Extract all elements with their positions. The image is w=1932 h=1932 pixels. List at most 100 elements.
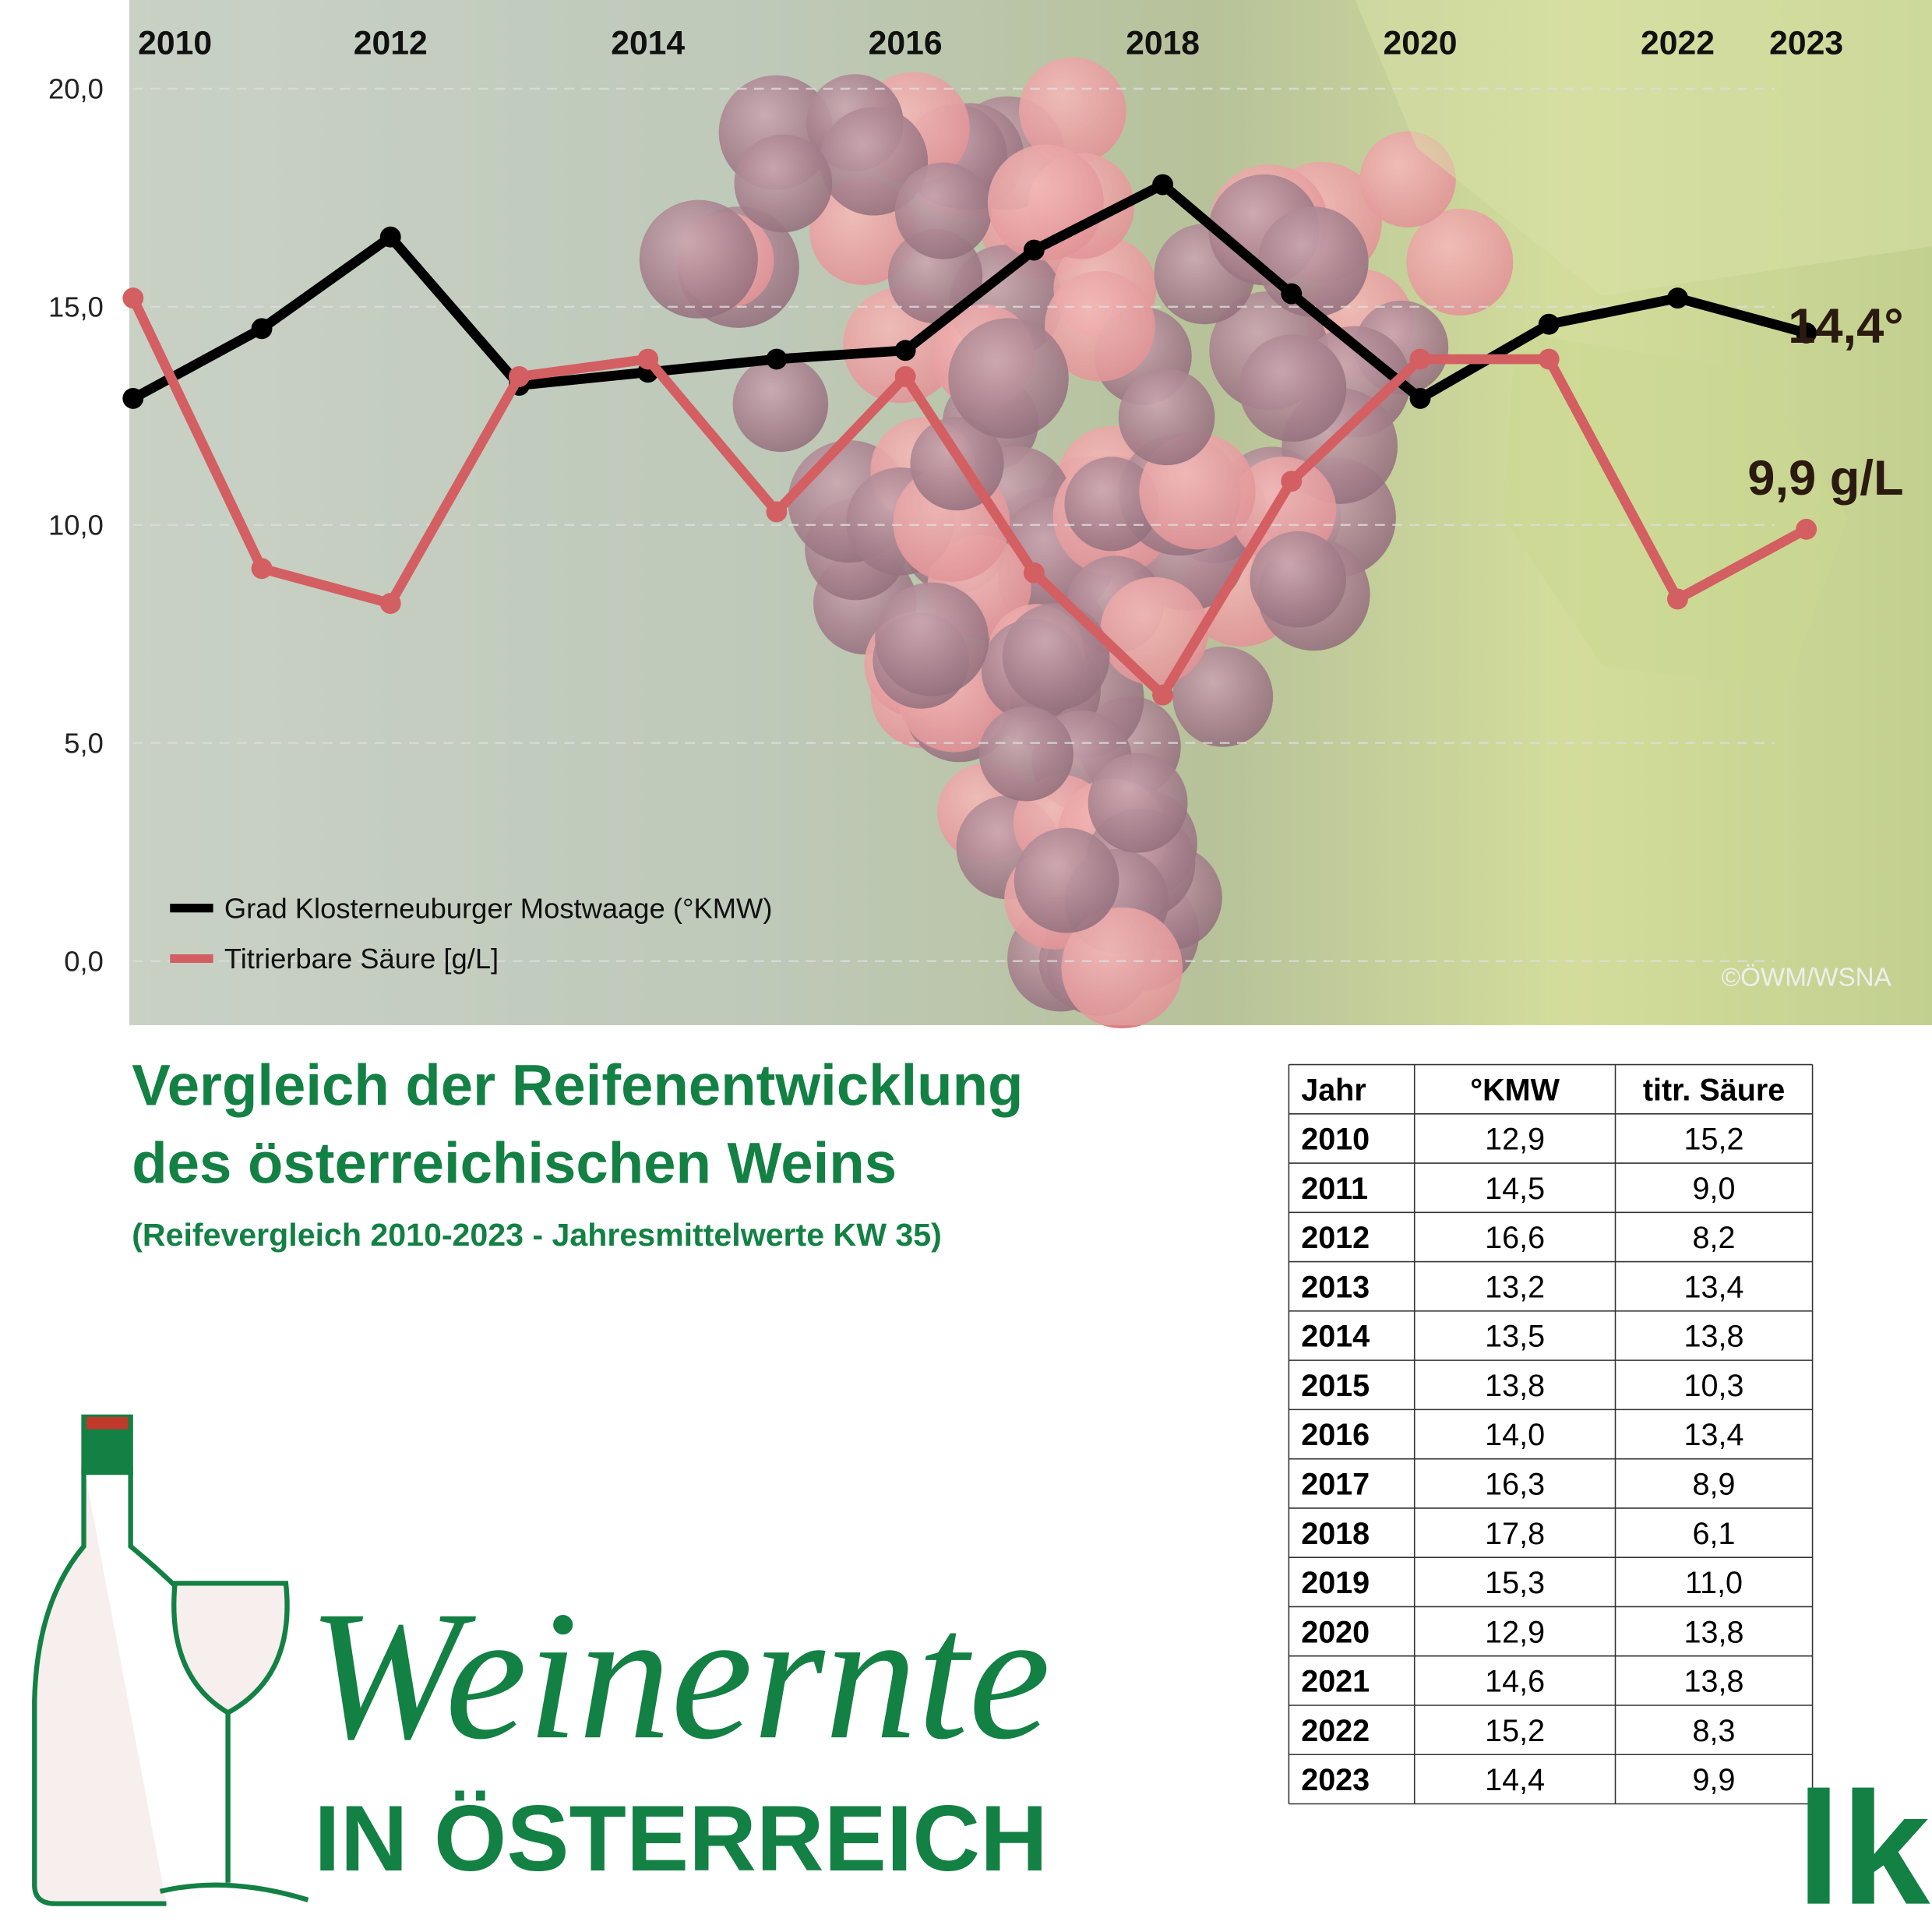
table-cell: 2010 — [1301, 1123, 1370, 1157]
credit: ©ÖWM/WSNA — [1722, 963, 1892, 992]
table-cell: 2020 — [1301, 1615, 1370, 1649]
logo: lk — [1796, 1759, 1930, 1932]
point — [1538, 348, 1560, 370]
table-cell: 14,6 — [1485, 1665, 1545, 1699]
point — [1409, 387, 1431, 409]
grape — [875, 582, 989, 696]
point — [1796, 322, 1817, 344]
x-tick-label: 2010 — [138, 25, 212, 62]
grape — [734, 134, 833, 233]
table-cell: 8,3 — [1693, 1714, 1736, 1748]
point — [1281, 283, 1303, 305]
grape — [1014, 827, 1119, 933]
point — [1152, 174, 1174, 196]
table-cell: 8,2 — [1693, 1221, 1736, 1255]
table-cell: 14,0 — [1485, 1418, 1545, 1452]
subtitle: (Reifevergleich 2010-2023 - Jahresmittel… — [132, 1217, 942, 1253]
legend-label: Titrierbare Säure [g/L] — [224, 943, 499, 975]
table-cell: titr. Säure — [1643, 1073, 1785, 1107]
series-line — [130, 178, 1808, 405]
point — [894, 365, 916, 387]
x-tick-label: 2023 — [1769, 25, 1843, 62]
chart: 0,0 5,0 10,0 15,0 20,0 2010 2012 2014 2016 2018 20… — [48, 25, 1904, 992]
point — [1538, 313, 1560, 335]
table-cell: 2018 — [1301, 1517, 1370, 1551]
legend-label: Grad Klosterneuburger Mostwaage (°KMW) — [224, 892, 773, 924]
photo-wash — [129, 0, 1932, 1025]
y-tick-label: 0,0 — [64, 945, 104, 977]
table-cell: 12,9 — [1485, 1123, 1545, 1157]
bottle-and-glass — [32, 1414, 309, 1906]
grape — [1239, 334, 1347, 442]
table-cell: 15,3 — [1485, 1566, 1545, 1600]
x-tick-label: 2016 — [869, 25, 943, 62]
table-cell: 14,5 — [1485, 1172, 1545, 1206]
grape — [1064, 457, 1159, 552]
data-table: Jahr °KMW titr. Säure 2010 12,9 15,2 2011 14,5 9… — [1288, 1063, 1814, 1805]
point — [1667, 588, 1688, 610]
table-cell: 2017 — [1301, 1468, 1370, 1502]
table-cell: °KMW — [1470, 1073, 1560, 1107]
table-cell: 2019 — [1301, 1566, 1370, 1600]
title-line: des österreichischen Weins — [132, 1130, 897, 1195]
grape — [948, 318, 1069, 439]
table-cell: 13,4 — [1684, 1270, 1744, 1304]
point — [122, 387, 144, 409]
table-cell: 6,1 — [1693, 1517, 1736, 1551]
table-cell: 2021 — [1301, 1665, 1370, 1699]
x-tick-label: 2020 — [1384, 25, 1458, 62]
x-tick-label: 2018 — [1126, 25, 1200, 62]
point — [637, 348, 659, 370]
table-cell: 15,2 — [1485, 1714, 1545, 1748]
bottle-cap — [86, 1416, 129, 1430]
point — [1281, 471, 1303, 492]
table-cell: 13,8 — [1485, 1369, 1545, 1403]
grape — [1172, 646, 1274, 747]
grape — [894, 162, 992, 259]
grape — [732, 356, 829, 453]
end-label: 9,9 g/L — [1747, 451, 1903, 506]
table-cell: 13,8 — [1684, 1320, 1744, 1354]
point — [766, 501, 788, 523]
point — [251, 318, 273, 340]
table-cell: 2011 — [1301, 1172, 1368, 1206]
grape — [1045, 270, 1155, 382]
table-cell: 2012 — [1301, 1221, 1370, 1255]
point — [1667, 287, 1688, 309]
grape — [1406, 208, 1514, 316]
grape — [1088, 753, 1188, 853]
title-line: Vergleich der Reifenentwicklung — [132, 1053, 1023, 1118]
table-cell: 9,9 — [1693, 1763, 1736, 1797]
point — [122, 287, 144, 309]
table-cell: 16,3 — [1485, 1468, 1545, 1502]
point — [379, 226, 401, 248]
table-cell: 14,4 — [1485, 1763, 1545, 1797]
table-cell: 2016 — [1301, 1418, 1370, 1452]
table-cell: 17,8 — [1485, 1517, 1545, 1551]
point — [509, 365, 530, 387]
point — [766, 348, 788, 370]
table-cell: 2014 — [1301, 1320, 1370, 1354]
brand-script: Weinernte — [308, 1574, 1050, 1778]
grape — [639, 199, 758, 319]
point — [1152, 684, 1174, 706]
x-tick-label: 2012 — [354, 25, 428, 62]
table-cell: 2013 — [1301, 1270, 1370, 1304]
table-cell: 2023 — [1301, 1763, 1370, 1797]
end-label: 14,4° — [1788, 299, 1903, 354]
y-tick-label: 5,0 — [64, 727, 104, 759]
grape — [1061, 907, 1183, 1029]
table-cell: 13,5 — [1485, 1320, 1545, 1354]
y-tick-label: 15,0 — [48, 291, 104, 323]
grape — [1250, 531, 1346, 628]
point — [1409, 348, 1431, 370]
grape — [1118, 368, 1215, 466]
leaf — [1355, 0, 1932, 296]
y-tick-label: 10,0 — [48, 509, 104, 541]
x-tick-label: 2022 — [1641, 25, 1715, 62]
table-cell: 2022 — [1301, 1714, 1370, 1748]
table-cell: 13,2 — [1485, 1270, 1545, 1304]
x-tick-label: 2014 — [611, 25, 685, 62]
